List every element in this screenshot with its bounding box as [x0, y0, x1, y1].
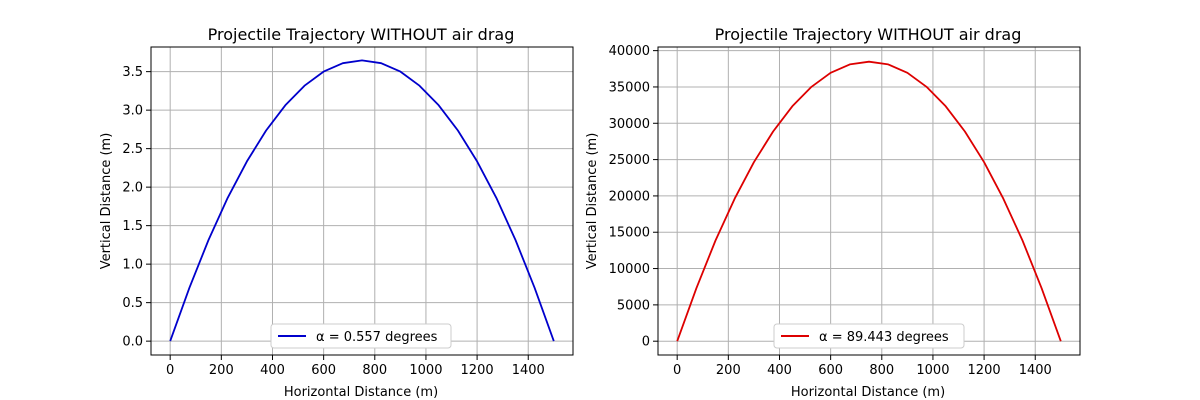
right-grid: [658, 47, 1080, 355]
left-y-tick-label: 3.0: [122, 104, 143, 119]
right-x-tick-label: 600: [818, 363, 843, 378]
right-y-tick-label: 5000: [617, 298, 650, 313]
right-y-axis-label: Vertical Distance (m): [585, 133, 600, 270]
left-x-tick-label: 800: [362, 363, 387, 378]
left-x-axis-label: Horizontal Distance (m): [284, 385, 438, 400]
left-x-tick-label: 400: [260, 363, 285, 378]
left-x-tick-label: 1200: [461, 363, 494, 378]
left-y-tick-label: 3.5: [122, 65, 143, 80]
right-chart-title: Projectile Trajectory WITHOUT air drag: [715, 25, 1022, 44]
right-y-tick-label: 0: [642, 335, 650, 350]
right-legend-label: α = 89.443 degrees: [819, 330, 949, 345]
left-x-tick-label: 1000: [409, 363, 442, 378]
right-trajectory-line: [676, 60, 1062, 342]
left-x-tick-label: 600: [311, 363, 336, 378]
right-y-axis: 0 5000 10000 15000 20000 25000 30000 35000 40000: [609, 44, 658, 350]
left-x-axis: 0 200 400 600 800 1000 1200 1400: [166, 355, 545, 378]
right-y-tick-label: 35000: [609, 80, 650, 95]
left-y-tick-label: 0.0: [122, 335, 143, 350]
left-y-tick-label: 0.5: [122, 296, 143, 311]
right-legend: α = 89.443 degrees: [773, 323, 965, 349]
left-legend: α = 0.557 degrees: [270, 323, 452, 349]
left-legend-box: [270, 323, 452, 349]
right-x-tick-label: 200: [716, 363, 741, 378]
right-x-tick-label: 1400: [1019, 363, 1052, 378]
left-y-axis-label: Vertical Distance (m): [99, 133, 114, 270]
left-x-tick-label: 0: [166, 363, 174, 378]
right-legend-box: [773, 323, 965, 349]
left-series-line: [169, 59, 555, 342]
right-x-tick-label: 1200: [968, 363, 1001, 378]
right-y-tick-label: 10000: [609, 262, 650, 277]
right-x-tick-label: 1000: [916, 363, 949, 378]
right-axes-frame: [657, 46, 1081, 356]
left-grid: [151, 47, 573, 355]
right-y-tick-label: 15000: [609, 226, 650, 241]
left-chart-title: Projectile Trajectory WITHOUT air drag: [208, 25, 515, 44]
left-y-axis: 0.0 0.5 1.0 1.5 2.0 2.5 3.0 3.5: [122, 65, 151, 350]
left-x-tick-label: 1400: [512, 363, 545, 378]
right-x-tick-label: 0: [673, 363, 681, 378]
right-y-tick-label: 25000: [609, 153, 650, 168]
right-y-tick-label: 40000: [609, 44, 650, 59]
left-y-tick-label: 2.0: [122, 181, 143, 196]
left-y-tick-label: 1.5: [122, 219, 143, 234]
right-chart: Projectile Trajectory WITHOUT air drag 0…: [585, 25, 1081, 400]
left-y-tick-label: 2.5: [122, 142, 143, 157]
left-legend-label: α = 0.557 degrees: [316, 330, 438, 345]
left-y-tick-label: 1.0: [122, 258, 143, 273]
left-trajectory-line: [169, 59, 555, 342]
right-x-tick-label: 400: [767, 363, 792, 378]
right-y-tick-label: 20000: [609, 189, 650, 204]
left-axes-frame: [150, 46, 574, 356]
right-x-tick-label: 800: [869, 363, 894, 378]
left-x-tick-label: 200: [209, 363, 234, 378]
right-x-axis-label: Horizontal Distance (m): [791, 385, 945, 400]
right-series-line: [676, 60, 1062, 342]
left-chart: Projectile Trajectory WITHOUT air drag 0…: [99, 25, 574, 400]
right-y-tick-label: 30000: [609, 117, 650, 132]
right-x-axis: 0 200 400 600 800 1000 1200 1400: [673, 355, 1052, 378]
